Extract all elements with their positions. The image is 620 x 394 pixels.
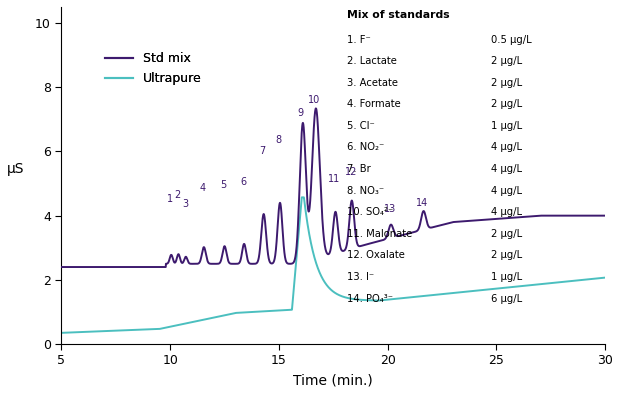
Text: 7: 7	[259, 146, 266, 156]
Text: 4 μg/L: 4 μg/L	[491, 164, 522, 174]
Text: 4 μg/L: 4 μg/L	[491, 186, 522, 196]
Text: 12: 12	[345, 167, 357, 177]
X-axis label: Time (min.): Time (min.)	[293, 373, 373, 387]
Text: 11. Malonate: 11. Malonate	[347, 229, 412, 239]
Text: 6 μg/L: 6 μg/L	[491, 294, 522, 303]
Text: 2 μg/L: 2 μg/L	[491, 250, 522, 260]
Text: 4. Formate: 4. Formate	[347, 99, 401, 109]
Text: 9: 9	[298, 108, 304, 118]
Text: 14: 14	[416, 198, 428, 208]
Text: 12. Oxalate: 12. Oxalate	[347, 250, 405, 260]
Text: 8: 8	[276, 135, 282, 145]
Text: 14. PO₄³⁻: 14. PO₄³⁻	[347, 294, 393, 303]
Text: 7. Br: 7. Br	[347, 164, 371, 174]
Text: 2: 2	[175, 190, 181, 200]
Text: 6: 6	[240, 177, 246, 187]
Text: 11: 11	[328, 173, 340, 184]
Text: 10: 10	[308, 95, 320, 105]
Text: 2. Lactate: 2. Lactate	[347, 56, 397, 66]
Text: 1: 1	[167, 194, 173, 204]
Text: 8. NO₃⁻: 8. NO₃⁻	[347, 186, 384, 196]
Text: 1 μg/L: 1 μg/L	[491, 272, 522, 282]
Text: 5: 5	[220, 180, 226, 190]
Text: 1. F⁻: 1. F⁻	[347, 35, 371, 45]
Text: 2 μg/L: 2 μg/L	[491, 99, 522, 109]
Text: 4 μg/L: 4 μg/L	[491, 207, 522, 217]
Text: 3: 3	[182, 199, 188, 209]
Text: Mix of standards: Mix of standards	[347, 10, 450, 20]
Y-axis label: μS: μS	[7, 162, 24, 175]
Text: 2 μg/L: 2 μg/L	[491, 229, 522, 239]
Text: 13. I⁻: 13. I⁻	[347, 272, 374, 282]
Text: 6. NO₂⁻: 6. NO₂⁻	[347, 143, 384, 152]
Text: 13: 13	[384, 204, 396, 214]
Legend: Std mix, Ultrapure: Std mix, Ultrapure	[100, 47, 206, 90]
Text: 4 μg/L: 4 μg/L	[491, 143, 522, 152]
Text: 5. Cl⁻: 5. Cl⁻	[347, 121, 374, 131]
Text: 4: 4	[200, 183, 206, 193]
Text: 1 μg/L: 1 μg/L	[491, 121, 522, 131]
Text: 3. Acetate: 3. Acetate	[347, 78, 398, 88]
Text: 2 μg/L: 2 μg/L	[491, 78, 522, 88]
Text: 10. SO₄²⁻: 10. SO₄²⁻	[347, 207, 393, 217]
Text: 2 μg/L: 2 μg/L	[491, 56, 522, 66]
Text: 0.5 μg/L: 0.5 μg/L	[491, 35, 531, 45]
